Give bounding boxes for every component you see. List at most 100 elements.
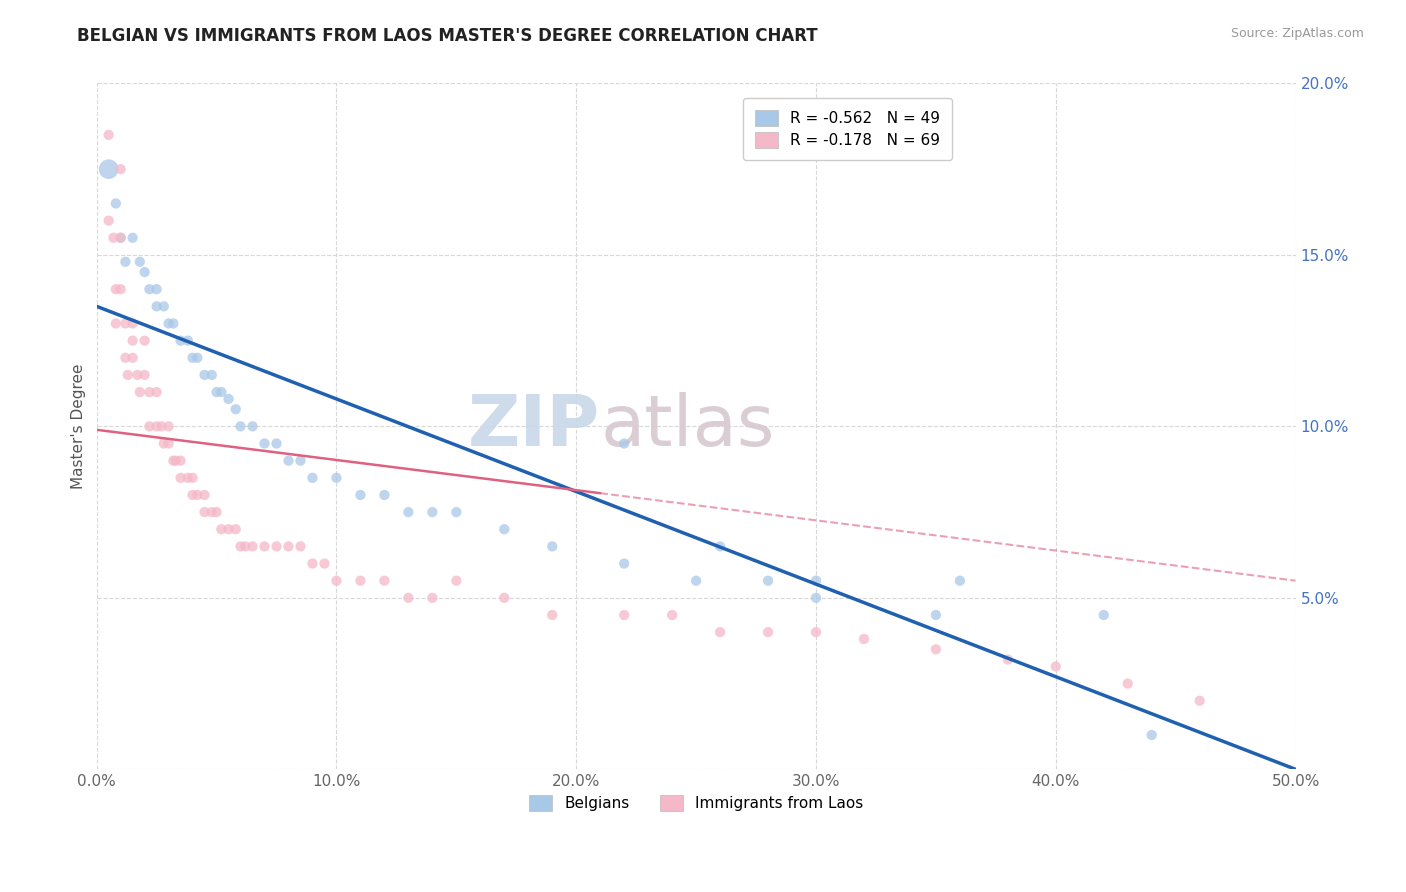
Point (349, 488, 371, 502)
Point (110, 231, 132, 245)
Point (145, 385, 167, 400)
Point (152, 299, 174, 313)
Point (121, 351, 143, 365)
Point (181, 471, 204, 485)
Point (145, 282, 167, 296)
Point (193, 368, 215, 382)
Point (97, 213, 120, 227)
Point (169, 471, 191, 485)
Point (396, 591, 419, 605)
Text: ZIP: ZIP (468, 392, 600, 461)
Point (97, 128, 120, 142)
Point (661, 607, 683, 622)
Point (325, 574, 347, 588)
Point (494, 522, 516, 536)
Point (128, 385, 150, 400)
Point (1045, 659, 1067, 673)
Point (1140, 728, 1163, 742)
Point (209, 522, 232, 536)
Point (422, 505, 444, 519)
Point (685, 574, 707, 588)
Point (205, 505, 228, 519)
Point (110, 282, 132, 296)
Point (290, 453, 312, 467)
Point (613, 557, 636, 571)
Point (804, 591, 827, 605)
Point (201, 505, 224, 519)
Point (613, 436, 636, 450)
Point (756, 625, 779, 640)
Point (177, 471, 200, 485)
Point (145, 299, 167, 313)
Point (110, 231, 132, 245)
Point (349, 574, 371, 588)
Point (121, 317, 143, 331)
Point (541, 540, 564, 554)
Point (277, 453, 299, 467)
Point (852, 632, 875, 646)
Point (186, 351, 208, 365)
Point (209, 385, 232, 400)
Point (104, 282, 127, 296)
Point (396, 505, 419, 519)
Point (193, 488, 215, 502)
Point (205, 385, 228, 400)
Point (134, 334, 156, 348)
Point (157, 436, 180, 450)
Point (373, 574, 395, 588)
Point (165, 453, 187, 467)
Point (225, 402, 247, 417)
Legend: Belgians, Immigrants from Laos: Belgians, Immigrants from Laos (517, 783, 876, 823)
Point (128, 254, 150, 268)
Point (290, 540, 312, 554)
Point (1188, 694, 1211, 708)
Point (541, 607, 564, 622)
Point (169, 453, 191, 467)
Point (110, 162, 132, 177)
Point (169, 334, 191, 348)
Point (114, 351, 136, 365)
Point (162, 453, 184, 467)
Point (266, 436, 288, 450)
Point (925, 607, 948, 622)
Point (181, 488, 204, 502)
Point (301, 471, 323, 485)
Point (242, 540, 264, 554)
Point (1116, 676, 1139, 690)
Point (134, 368, 156, 382)
Point (157, 317, 180, 331)
Point (266, 540, 288, 554)
Point (218, 522, 240, 536)
Point (709, 540, 731, 554)
Point (253, 540, 276, 554)
Text: Source: ZipAtlas.com: Source: ZipAtlas.com (1230, 27, 1364, 40)
Point (756, 574, 779, 588)
Point (242, 419, 264, 434)
Point (225, 522, 247, 536)
Point (150, 419, 173, 434)
Point (121, 334, 143, 348)
Point (103, 231, 125, 245)
Point (193, 505, 215, 519)
Point (177, 334, 200, 348)
Point (301, 557, 323, 571)
Point (157, 419, 180, 434)
Point (325, 471, 347, 485)
Point (104, 196, 127, 211)
Point (117, 368, 139, 382)
Point (253, 436, 276, 450)
Point (314, 557, 336, 571)
Point (997, 652, 1019, 666)
Point (804, 574, 827, 588)
Point (233, 540, 256, 554)
Point (925, 642, 948, 657)
Point (127, 368, 149, 382)
Point (373, 488, 395, 502)
Point (201, 368, 224, 382)
Y-axis label: Master's Degree: Master's Degree (72, 364, 86, 489)
Text: BELGIAN VS IMMIGRANTS FROM LAOS MASTER'S DEGREE CORRELATION CHART: BELGIAN VS IMMIGRANTS FROM LAOS MASTER'S… (77, 27, 818, 45)
Point (97, 162, 120, 177)
Point (446, 574, 468, 588)
Point (152, 436, 174, 450)
Point (181, 351, 204, 365)
